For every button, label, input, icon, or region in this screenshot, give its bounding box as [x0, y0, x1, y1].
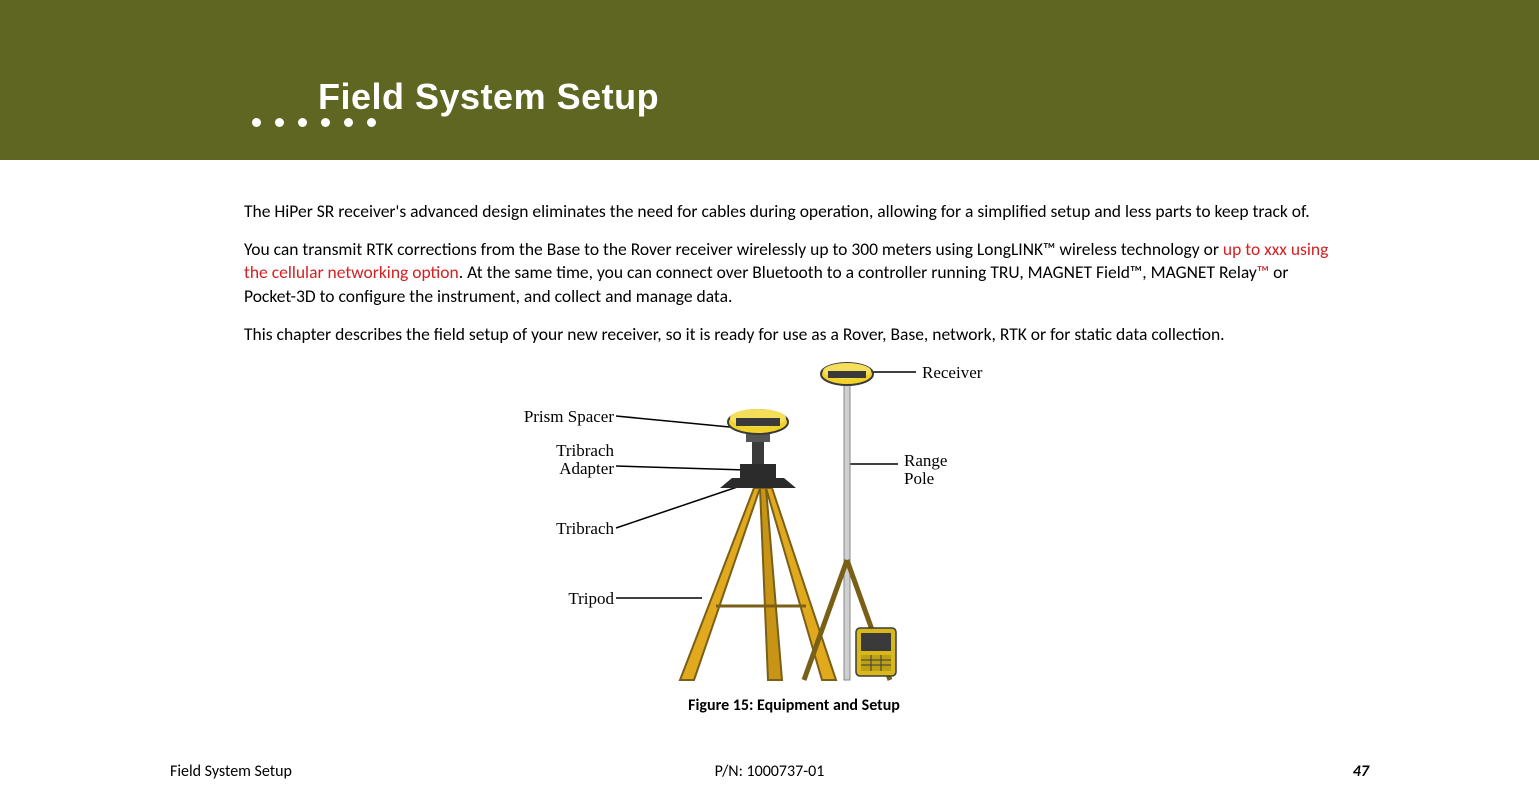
figure-svg	[484, 360, 1104, 690]
figure-caption: Figure 15: Equipment and Setup	[244, 696, 1344, 715]
content-area: The HiPer SR receiver's advanced design …	[244, 200, 1344, 715]
dot-icon	[298, 118, 307, 127]
p2-red-2: ™	[1257, 261, 1269, 283]
dot-icon	[344, 118, 353, 127]
header-dots	[252, 118, 376, 127]
p2-part-a: You can transmit RTK corrections from th…	[244, 238, 1223, 260]
dot-icon	[321, 118, 330, 127]
figure-equipment-setup: Prism Spacer Tribrach Adapter Tribrach T…	[484, 360, 1104, 690]
dot-icon	[275, 118, 284, 127]
page-title: Field System Setup	[318, 76, 659, 118]
footer-page-number: 47	[1353, 762, 1369, 781]
page-footer: Field System Setup P/N: 1000737-01 47	[170, 762, 1369, 781]
controller-icon	[856, 628, 896, 676]
header-band: Field System Setup	[0, 0, 1539, 160]
dot-icon	[252, 118, 261, 127]
footer-left: Field System Setup	[170, 762, 292, 781]
p2-part-b: . At the same time, you can connect over…	[459, 261, 1257, 283]
paragraph-3: This chapter describes the field setup o…	[244, 323, 1344, 347]
tripod-icon	[680, 409, 836, 680]
paragraph-1: The HiPer SR receiver's advanced design …	[244, 200, 1344, 224]
footer-part-number: P/N: 1000737-01	[715, 762, 825, 781]
dot-icon	[367, 118, 376, 127]
paragraph-2: You can transmit RTK corrections from th…	[244, 238, 1344, 309]
